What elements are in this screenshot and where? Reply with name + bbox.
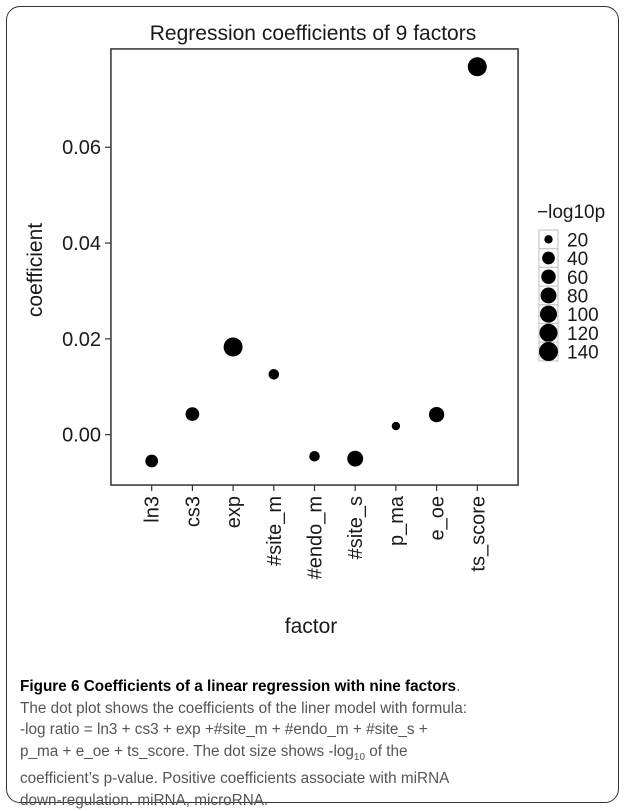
figure-caption: Figure 6 Coefficients of a linear regres…	[20, 676, 612, 811]
data-point	[145, 454, 159, 468]
caption-title: Figure 6 Coefficients of a linear regres…	[20, 678, 457, 695]
legend-label: 120	[567, 324, 599, 345]
x-tick-label: cs3	[182, 496, 204, 527]
y-tick-label: 0.02	[62, 329, 101, 351]
x-tick-label: #endo_m	[305, 496, 327, 579]
legend-label: 60	[567, 268, 588, 289]
x-tick-label: #site_s	[345, 496, 367, 559]
legend-label: 80	[567, 286, 588, 307]
x-tick-label: p_ma	[386, 495, 408, 546]
legend-key-dot	[539, 342, 558, 362]
legend-key-dot	[541, 269, 556, 285]
data-point	[309, 450, 320, 462]
caption-subscript: 10	[353, 751, 366, 763]
x-axis-title: factor	[285, 615, 338, 638]
data-point	[268, 369, 280, 380]
caption-title-period: .	[456, 678, 461, 695]
data-point	[185, 407, 200, 421]
y-tick-label: 0.06	[62, 137, 101, 159]
chart: Regression coefficients of 9 factors 0.0…	[24, 22, 605, 638]
y-tick-label: 0.04	[62, 233, 101, 255]
caption-line-3-end: of the	[365, 742, 408, 760]
chart-title: Regression coefficients of 9 factors	[150, 22, 476, 45]
caption-line-4: coefficient’s p-value. Positive coeffici…	[20, 770, 450, 788]
data-point	[428, 406, 445, 423]
legend-key-dot	[544, 235, 553, 244]
caption-line-5: down-regulation. miRNA, microRNA.	[20, 791, 269, 809]
y-axis-title: coefficient	[24, 223, 47, 317]
y-tick-label: 0.00	[62, 425, 101, 447]
legend-label: 20	[567, 230, 588, 251]
legend-key-dot	[539, 323, 558, 342]
x-tick-label: #site_m	[264, 496, 286, 566]
legend-label: 40	[567, 249, 588, 270]
legend-key-dot	[542, 251, 555, 265]
x-tick-label: exp	[223, 496, 245, 528]
legend-title: −log10p	[537, 202, 605, 223]
grid	[110, 48, 519, 486]
caption-line-3: p_ma + e_oe + ts_score. The dot size sho…	[20, 742, 354, 760]
x-tick-label: ts_score	[467, 496, 489, 572]
data-point	[347, 450, 364, 467]
legend-key-dot	[539, 305, 558, 323]
data-point	[223, 337, 243, 357]
axes: 0.00 0.02 0.04 0.06 ln3 cs3 exp #site_m #endo_m #…	[62, 137, 489, 579]
data-point	[467, 57, 487, 77]
caption-line-2: -log ratio = ln3 + cs3 + exp +#site_m + …	[20, 721, 428, 738]
points	[145, 57, 487, 468]
plot-border	[110, 48, 519, 486]
caption-line-1: The dot plot shows the coefficients of t…	[20, 699, 467, 717]
data-point	[391, 421, 401, 431]
x-tick-label: ln3	[142, 496, 164, 523]
legend-key-dot	[540, 287, 557, 304]
legend-label: 140	[567, 343, 599, 364]
legend-label: 100	[567, 305, 599, 326]
x-tick-label: e_oe	[427, 496, 449, 541]
